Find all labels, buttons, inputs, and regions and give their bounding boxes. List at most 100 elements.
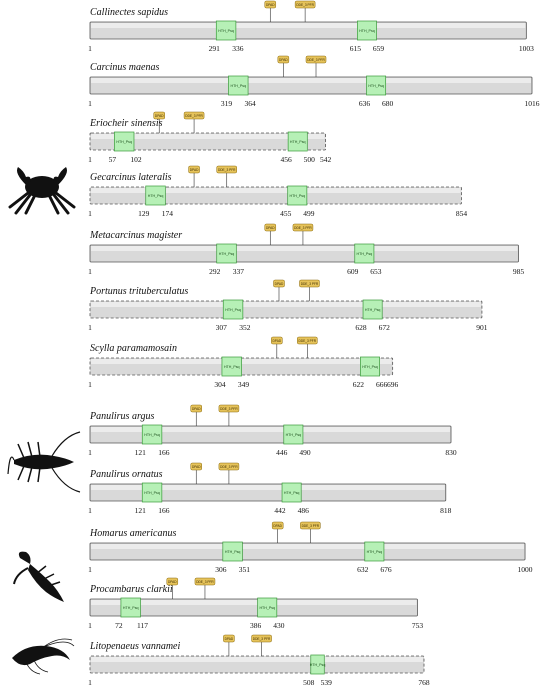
motif-label: DPAD: [266, 3, 275, 7]
domain-label: HTH_Psq: [144, 433, 160, 437]
domain-box: [145, 185, 166, 206]
domain-end-tick: 351: [239, 565, 251, 574]
domain-end-tick: 117: [137, 621, 148, 630]
motif-label: DPAD: [275, 282, 284, 286]
species-name: Homarus americanus: [89, 528, 176, 539]
domain-end-tick: 166: [158, 506, 170, 515]
domain-start-tick: 307: [216, 323, 228, 332]
domain-box: [310, 654, 325, 675]
shrimp-icon: [12, 638, 75, 675]
domain-label: HTH_Psq: [116, 140, 132, 144]
motif-label: DDE_3 PFR: [302, 524, 320, 528]
domain-end-tick: 352: [239, 323, 251, 332]
domain-label: HTH_Psq: [310, 663, 326, 667]
domain-end-tick: 680: [382, 99, 394, 108]
bar-highlight: [91, 23, 526, 28]
domain-end-tick: 653: [370, 267, 382, 276]
domain-start-tick: 304: [214, 380, 226, 389]
domain-label: HTH_Psq: [123, 606, 139, 610]
species-name: Callinectes sapidus: [90, 7, 168, 18]
motif-label: DPAD: [168, 580, 177, 584]
domain-box: [360, 356, 380, 377]
domain-end-tick: 672: [379, 323, 391, 332]
domain-box: [120, 597, 141, 618]
motif-tag: [190, 462, 203, 471]
track-2: Eriocheir sinensis 1 542 HTH_Psq 57 102 HTH_Ps…: [88, 111, 332, 164]
track-7: Panulirus argus 1 830 HTH_Psq 121 166 HTH_Psq 4…: [88, 404, 457, 457]
motif-label: DDE_3 PFR: [196, 580, 214, 584]
motif-tag: [305, 55, 327, 64]
start-tick: 1: [88, 267, 92, 276]
domain-end-tick: 539: [321, 678, 333, 687]
track-9: Homarus americanus 1 1000 HTH_Psq 306 351 HTH_…: [88, 521, 533, 574]
motif-tag: [216, 165, 237, 174]
domain-end-tick: 676: [380, 565, 392, 574]
domain-end-tick: 364: [244, 99, 256, 108]
start-tick: 1: [88, 209, 92, 218]
start-tick: 1: [88, 155, 92, 164]
domain-start-tick: 319: [221, 99, 233, 108]
domain-box: [364, 541, 385, 562]
start-tick: 1: [88, 678, 92, 687]
domain-start-tick: 72: [115, 621, 123, 630]
motif-label: DDE_3 PFR: [185, 114, 203, 118]
start-tick: 1: [88, 506, 92, 515]
motif-tag: [294, 0, 316, 9]
start-tick: 1: [88, 380, 92, 389]
domain-label: HTH_Psq: [230, 84, 246, 88]
domain-box: [221, 356, 242, 377]
domain-end-tick: 337: [233, 267, 245, 276]
domain-label: HTH_Psq: [362, 365, 378, 369]
domain-box: [216, 243, 237, 264]
motif-label: DDE_3 PFR: [220, 407, 238, 411]
species-name: Procambarus clarkii: [89, 584, 173, 595]
motif-tag: [153, 111, 165, 120]
motif-label: DPAD: [273, 339, 282, 343]
motif-label: DDE_3 PFR: [299, 339, 317, 343]
start-tick: 1: [88, 44, 92, 53]
domain-start-tick: 291: [209, 44, 221, 53]
bar-highlight: [91, 246, 518, 251]
domain-start-tick: 121: [135, 506, 147, 515]
domain-end-tick: 336: [232, 44, 244, 53]
end-tick: 985: [513, 267, 525, 276]
bar-highlight: [91, 485, 445, 490]
track-11: Litopenaeus vannamei 1 768 HTH_Psq 508 539 DPA…: [88, 634, 430, 687]
domain-box: [357, 20, 377, 41]
domain-box: [257, 597, 278, 618]
domain-start-tick: 446: [276, 448, 288, 457]
species-name: Eriocheir sinensis: [89, 118, 163, 129]
domain-start-tick: 508: [303, 678, 315, 687]
domain-end-tick: 659: [373, 44, 385, 53]
domain-label: HTH_Psq: [286, 433, 302, 437]
domain-start-tick: 456: [281, 155, 293, 164]
domain-end-tick: 102: [130, 155, 142, 164]
domain-label: HTH_Psq: [289, 194, 305, 198]
motif-tag: [188, 165, 200, 174]
domain-label: HTH_Psq: [357, 252, 373, 256]
bar-highlight: [91, 544, 525, 549]
motif-tag: [271, 336, 283, 345]
end-tick: 542: [320, 155, 332, 164]
domain-end-tick: 500: [304, 155, 316, 164]
track-8: Panulirus ornatus 1 818 HTH_Psq 121 166 HTH_Ps…: [88, 462, 452, 515]
motif-tag: [166, 577, 179, 586]
domain-start-tick: 386: [250, 621, 262, 630]
domain-label: HTH_Psq: [259, 606, 275, 610]
motif-label: DPAD: [225, 637, 234, 641]
motif-label: DPAD: [190, 168, 199, 172]
domain-start-tick: 57: [109, 155, 117, 164]
domain-start-tick: 455: [280, 209, 292, 218]
domain-box: [228, 75, 249, 96]
domain-box: [141, 482, 163, 503]
motif-tag: [218, 462, 240, 471]
domain-box: [222, 299, 244, 320]
domain-box: [141, 424, 163, 445]
species-name: Portunus trituberculatus: [89, 286, 188, 297]
motif-label: DDE_3 PFR: [296, 3, 314, 7]
domain-label: HTH_Psq: [219, 252, 235, 256]
bar-highlight: [91, 600, 417, 605]
start-tick: 1: [88, 99, 92, 108]
domain-box: [362, 299, 383, 320]
